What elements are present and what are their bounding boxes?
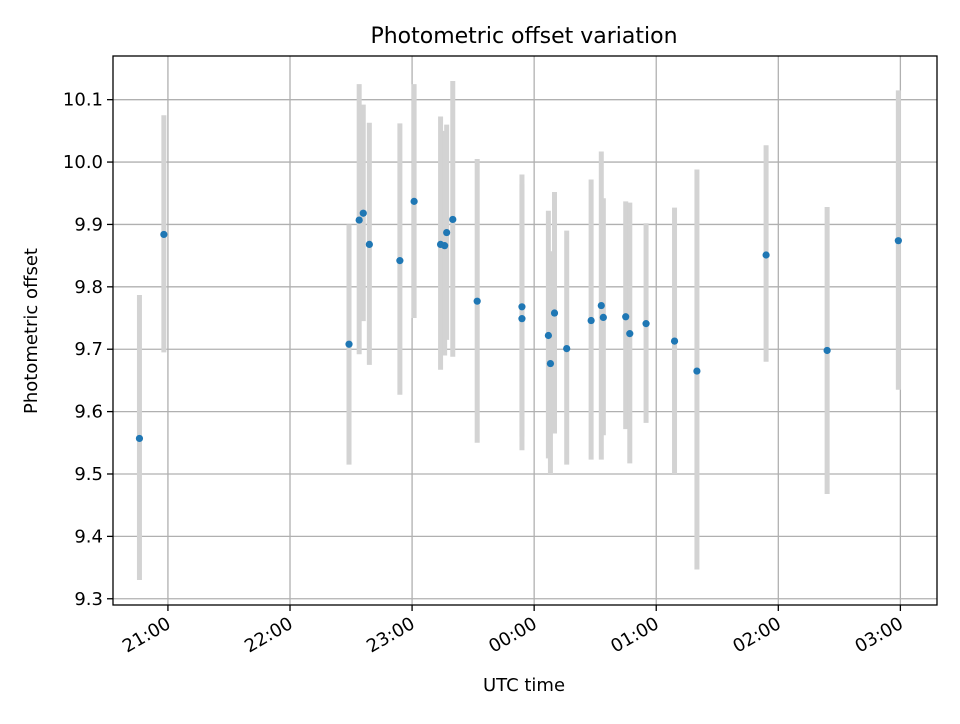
data-point: [622, 313, 630, 321]
grid-lines: [113, 56, 937, 605]
data-point: [550, 309, 559, 317]
y-tick-label: 10.1: [63, 90, 103, 111]
data-point: [135, 434, 144, 443]
data-point: [563, 344, 571, 353]
y-axis-label: Photometric offset: [21, 248, 42, 414]
y-tick-label: 9.4: [74, 526, 103, 547]
data-point: [693, 367, 701, 375]
data-point: [365, 240, 373, 249]
data-point: [443, 228, 451, 237]
data-point: [544, 331, 552, 340]
y-tick-label: 10.0: [63, 152, 103, 173]
data-point: [587, 316, 595, 325]
data-point: [518, 315, 526, 323]
y-tick-label: 9.5: [74, 464, 103, 485]
data-point: [597, 301, 605, 310]
data-point: [410, 197, 418, 205]
data-point: [670, 337, 679, 345]
data-point: [449, 215, 457, 224]
data-point: [546, 359, 555, 368]
x-axis-label: UTC time: [483, 675, 565, 696]
data-point: [441, 242, 449, 250]
y-tick-label: 9.7: [74, 339, 103, 360]
chart-title: Photometric offset variation: [370, 24, 677, 49]
data-point: [518, 303, 526, 311]
data-points: [135, 197, 902, 443]
data-point: [894, 237, 902, 245]
data-point: [359, 209, 367, 217]
data-point: [355, 216, 363, 224]
data-point: [473, 297, 481, 305]
plot-frame: [112, 55, 938, 606]
data-point: [626, 330, 634, 338]
data-point: [762, 251, 770, 259]
y-tick-label: 9.3: [74, 589, 103, 610]
data-point: [160, 230, 168, 239]
y-tick-label: 9.6: [74, 402, 103, 423]
data-point: [599, 313, 607, 321]
data-point: [396, 257, 404, 265]
y-tick-label: 9.8: [74, 277, 103, 298]
data-point: [345, 340, 353, 348]
data-point: [642, 320, 650, 328]
data-point: [823, 346, 831, 355]
y-tick-label: 9.9: [74, 214, 103, 235]
